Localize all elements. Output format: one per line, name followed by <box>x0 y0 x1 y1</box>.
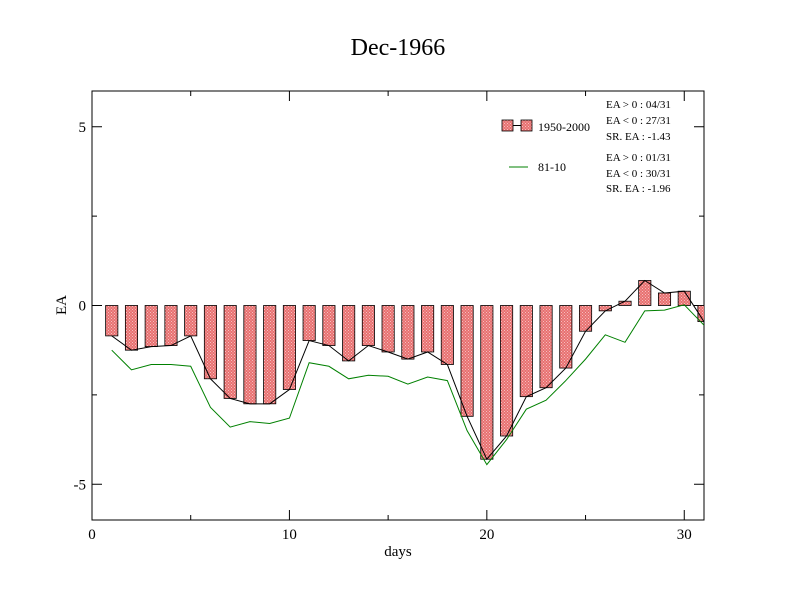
bar-1950-2000 <box>342 305 356 362</box>
bar-1950-2000 <box>263 305 277 405</box>
x-tick-label: 10 <box>282 527 297 543</box>
bar-1950-2000 <box>203 305 217 380</box>
stat-s2-sr: SR. EA : -1.96 <box>606 183 671 195</box>
bar-1950-2000 <box>460 305 474 417</box>
bar-1950-2000 <box>421 305 435 353</box>
plot-area <box>105 279 704 466</box>
bar-1950-2000 <box>282 305 296 390</box>
stat-s2-positive: EA > 0 : 01/31 <box>606 152 671 164</box>
x-tick-label: 20 <box>479 527 494 543</box>
line-81-10 <box>111 304 704 466</box>
legend-label-81-10: 81-10 <box>538 160 566 174</box>
axes: 0 10 20 30 -5 0 5 <box>74 91 704 543</box>
y-tick-label: 5 <box>79 120 87 136</box>
bar-1950-2000 <box>164 305 178 346</box>
bar-1950-2000 <box>440 305 454 365</box>
bar-1950-2000 <box>124 305 139 351</box>
legend-label-1950-2000: 1950-2000 <box>538 120 590 134</box>
bar-1950-2000 <box>519 305 533 398</box>
bar-1950-2000 <box>144 305 158 348</box>
bar-1950-2000 <box>302 305 316 341</box>
stat-s1-positive: EA > 0 : 04/31 <box>606 99 671 111</box>
bar-1950-2000 <box>559 305 573 369</box>
stat-s2-negative: EA < 0 : 30/31 <box>606 168 671 180</box>
bar-1950-2000 <box>480 305 494 460</box>
bar-1950-2000 <box>657 292 672 306</box>
x-tick-label: 0 <box>88 527 96 543</box>
legend-swatch-bar-2 <box>520 119 533 132</box>
x-tick-label: 30 <box>677 527 692 543</box>
stat-s1-negative: EA < 0 : 27/31 <box>606 115 671 127</box>
bar-1950-2000 <box>322 305 336 346</box>
bar-1950-2000 <box>638 280 652 306</box>
bar-1950-2000 <box>243 305 257 405</box>
bar-1950-2000 <box>401 305 415 360</box>
y-tick-label: -5 <box>74 477 87 493</box>
bar-1950-2000 <box>697 305 704 322</box>
bar-1950-2000 <box>539 305 553 389</box>
line-1950-2000 <box>111 279 704 461</box>
bar-1950-2000 <box>361 305 375 346</box>
x-axis-label: days <box>384 544 412 560</box>
bar-1950-2000 <box>184 305 198 337</box>
bar-1950-2000 <box>105 305 119 337</box>
bar-1950-2000 <box>223 305 237 399</box>
stats-annotations: EA > 0 : 04/31 EA < 0 : 27/31 SR. EA : -… <box>606 99 671 195</box>
legend-swatch-bar-1 <box>501 119 514 132</box>
bar-1950-2000 <box>598 305 612 312</box>
bar-1950-2000 <box>381 305 395 353</box>
bar-1950-2000 <box>500 305 514 437</box>
legend: 1950-2000 81-10 <box>501 119 590 174</box>
y-axis-label: EA <box>54 295 70 315</box>
stat-s1-sr: SR. EA : -1.43 <box>606 131 671 143</box>
y-tick-label: 0 <box>79 299 87 315</box>
chart-title: Dec-1966 <box>351 35 446 61</box>
